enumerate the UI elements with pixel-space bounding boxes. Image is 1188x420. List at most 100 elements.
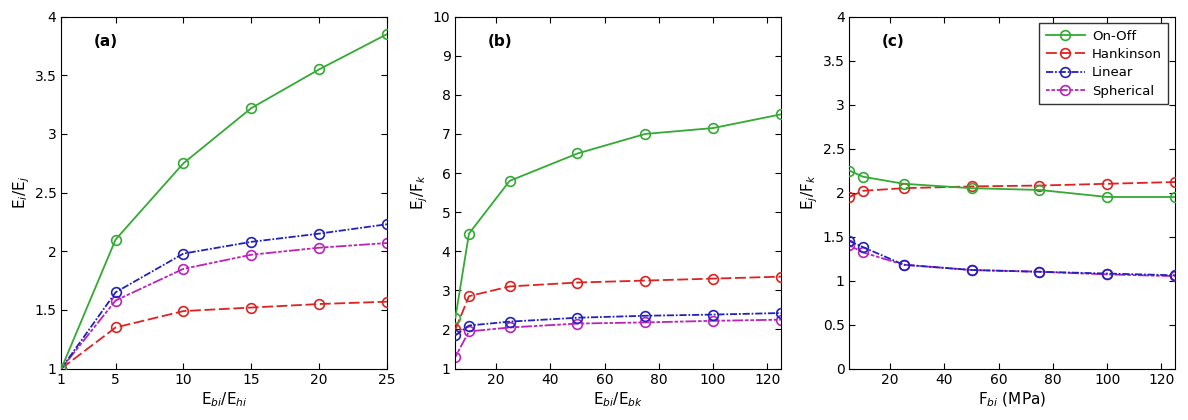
Linear <box>897 262 911 267</box>
Spherical <box>448 354 462 360</box>
On-Off <box>380 32 394 37</box>
Spherical <box>176 266 190 271</box>
Hankinson <box>706 276 720 281</box>
Spherical <box>855 250 870 255</box>
Spherical <box>897 262 911 267</box>
Linear <box>773 310 788 315</box>
Hankinson <box>380 299 394 304</box>
On-Off <box>448 315 462 320</box>
On-Off <box>1032 187 1047 192</box>
Spherical <box>380 241 394 246</box>
Linear <box>1032 269 1047 274</box>
Linear <box>570 315 584 320</box>
Line: Linear: Linear <box>845 236 1180 280</box>
Y-axis label: E$_j$/F$_k$: E$_j$/F$_k$ <box>410 175 430 210</box>
Hankinson <box>108 325 122 330</box>
Spherical <box>842 243 857 248</box>
Spherical <box>773 317 788 322</box>
Spherical <box>108 298 122 303</box>
Hankinson <box>638 278 652 283</box>
On-Off <box>176 161 190 166</box>
Linear <box>55 366 69 371</box>
Y-axis label: E$_i$/E$_j$: E$_i$/E$_j$ <box>11 176 32 209</box>
On-Off <box>312 67 327 72</box>
Spherical <box>312 245 327 250</box>
On-Off <box>108 237 122 242</box>
Hankinson <box>312 302 327 307</box>
Spherical <box>1032 269 1047 274</box>
Hankinson <box>1032 183 1047 188</box>
Linear <box>244 239 258 244</box>
Spherical <box>706 318 720 323</box>
Legend: On-Off, Hankinson, Linear, Spherical: On-Off, Hankinson, Linear, Spherical <box>1040 23 1168 104</box>
Line: On-Off: On-Off <box>57 29 392 373</box>
X-axis label: F$_{bi}$ (MPa): F$_{bi}$ (MPa) <box>978 390 1047 409</box>
Hankinson <box>503 284 517 289</box>
On-Off <box>503 178 517 184</box>
Hankinson <box>855 188 870 193</box>
Line: Hankinson: Hankinson <box>845 177 1180 202</box>
Spherical <box>244 252 258 257</box>
On-Off <box>1168 194 1182 200</box>
On-Off <box>855 174 870 179</box>
Line: On-Off: On-Off <box>845 166 1180 202</box>
Line: Linear: Linear <box>57 219 392 373</box>
Hankinson <box>1100 181 1114 186</box>
Hankinson <box>448 327 462 332</box>
Spherical <box>638 320 652 325</box>
Text: (c): (c) <box>881 34 905 49</box>
Spherical <box>462 329 476 334</box>
Spherical <box>503 325 517 330</box>
On-Off <box>965 186 979 191</box>
Line: Spherical: Spherical <box>845 241 1180 281</box>
On-Off <box>462 231 476 236</box>
Line: Spherical: Spherical <box>450 315 785 362</box>
On-Off <box>842 168 857 173</box>
On-Off <box>55 366 69 371</box>
Hankinson <box>570 280 584 285</box>
Linear <box>842 239 857 244</box>
Linear <box>638 313 652 318</box>
Hankinson <box>965 184 979 189</box>
On-Off <box>897 181 911 186</box>
On-Off <box>638 131 652 136</box>
Hankinson <box>842 194 857 200</box>
Linear <box>312 231 327 236</box>
Line: Hankinson: Hankinson <box>57 297 392 373</box>
Linear <box>462 323 476 328</box>
Hankinson <box>176 309 190 314</box>
Line: On-Off: On-Off <box>450 110 785 323</box>
On-Off <box>570 151 584 156</box>
Line: Linear: Linear <box>450 308 785 340</box>
Text: (a): (a) <box>94 34 118 49</box>
Hankinson <box>773 274 788 279</box>
Line: Hankinson: Hankinson <box>450 272 785 334</box>
X-axis label: E$_{bi}$/E$_{hi}$: E$_{bi}$/E$_{hi}$ <box>201 390 247 409</box>
On-Off <box>706 126 720 131</box>
Hankinson <box>1168 179 1182 184</box>
Spherical <box>1168 274 1182 279</box>
Spherical <box>55 366 69 371</box>
Spherical <box>1100 272 1114 277</box>
Linear <box>855 244 870 249</box>
Linear <box>503 319 517 324</box>
Spherical <box>570 321 584 326</box>
Line: Spherical: Spherical <box>57 238 392 373</box>
Text: (b): (b) <box>488 34 512 49</box>
Spherical <box>965 268 979 273</box>
Linear <box>1168 273 1182 278</box>
Linear <box>108 290 122 295</box>
Y-axis label: E$_j$/F$_k$: E$_j$/F$_k$ <box>800 175 820 210</box>
Linear <box>1100 271 1114 276</box>
Linear <box>380 222 394 227</box>
On-Off <box>244 105 258 110</box>
Linear <box>965 268 979 273</box>
Linear <box>176 251 190 256</box>
On-Off <box>773 112 788 117</box>
Hankinson <box>244 305 258 310</box>
Hankinson <box>462 294 476 299</box>
Hankinson <box>897 186 911 191</box>
Linear <box>448 333 462 338</box>
X-axis label: E$_{bi}$/E$_{bk}$: E$_{bi}$/E$_{bk}$ <box>593 390 643 409</box>
On-Off <box>1100 194 1114 200</box>
